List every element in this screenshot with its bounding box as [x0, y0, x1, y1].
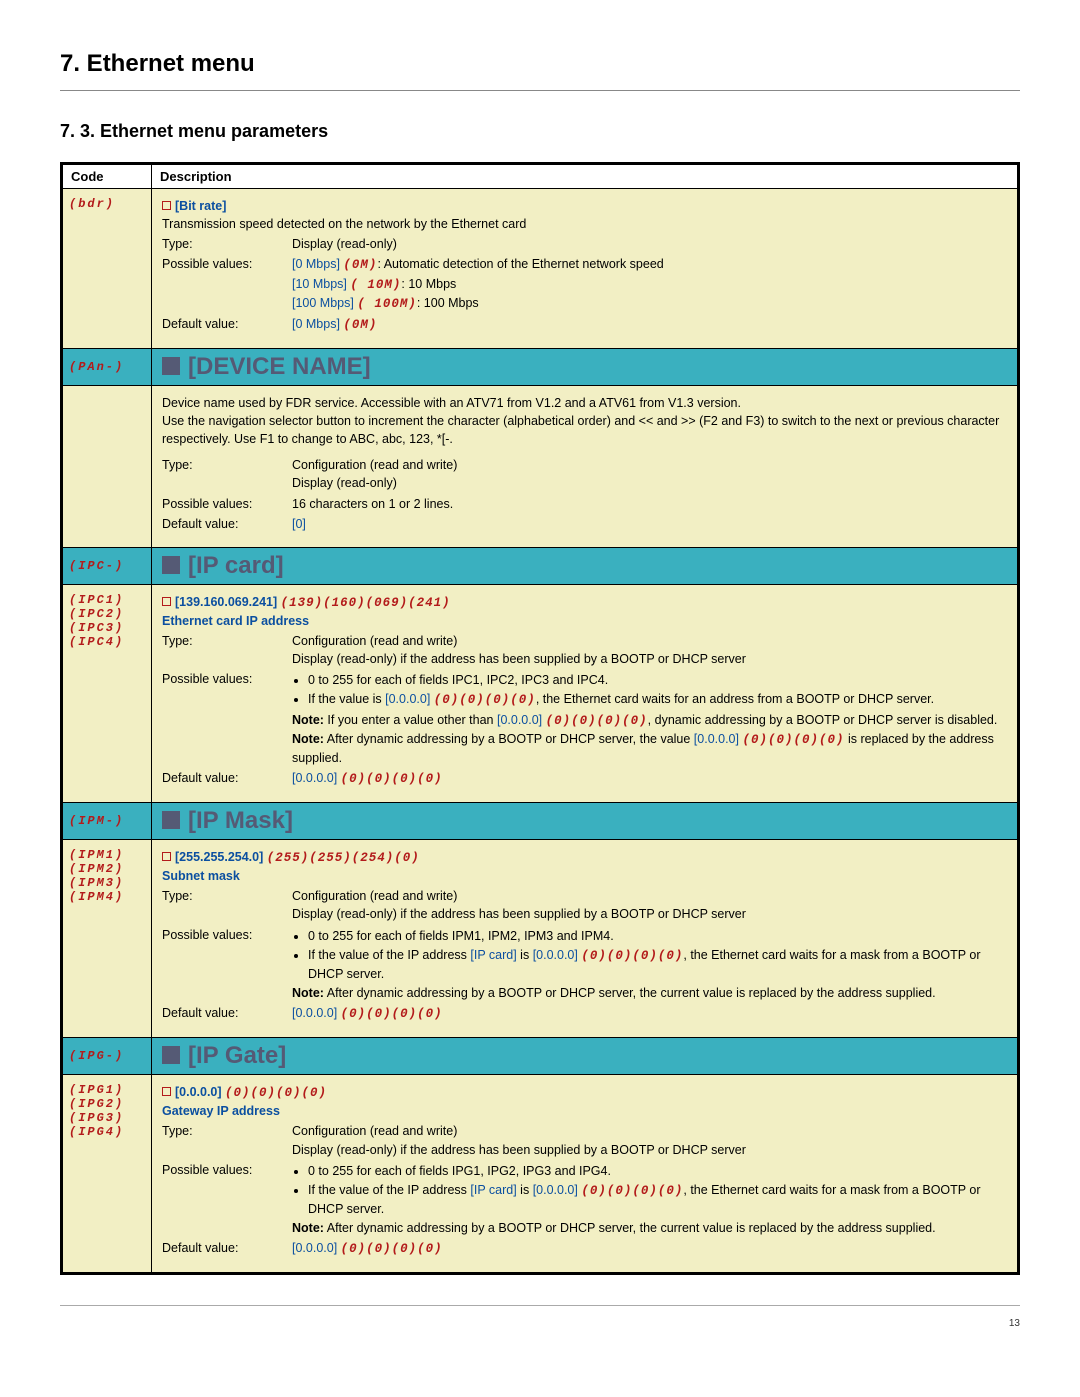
param-title: [Bit rate]	[175, 199, 226, 213]
subtitle: Ethernet card IP address	[162, 614, 309, 628]
square-icon	[162, 556, 180, 574]
page-number: 13	[60, 1318, 1020, 1329]
desc-ipc: [139.160.069.241] (139)(160)(069)(241) E…	[152, 584, 1019, 802]
page-title: 7. Ethernet menu	[60, 50, 1020, 78]
section-code-ipm: (IPM-)	[62, 803, 152, 840]
label: Possible values:	[162, 495, 292, 513]
label: Type:	[162, 235, 292, 253]
section-ip-gate: [IP Gate]	[152, 1038, 1019, 1075]
label: Type:	[162, 456, 292, 492]
section-heading: 7. 3. Ethernet menu parameters	[60, 121, 1020, 142]
value: [0.0.0.0] (0)(0)(0)(0)	[292, 1239, 1007, 1258]
square-icon	[162, 357, 180, 375]
desc-bdr: [Bit rate] Transmission speed detected o…	[152, 189, 1019, 349]
bullet-icon	[162, 597, 171, 606]
value: 0 to 255 for each of fields IPC1, IPC2, …	[292, 670, 1007, 767]
desc-ipm: [255.255.254.0] (255)(255)(254)(0) Subne…	[152, 840, 1019, 1038]
label: Type:	[162, 1122, 292, 1158]
section-code-ipg: (IPG-)	[62, 1038, 152, 1075]
th-code: Code	[62, 164, 152, 189]
square-icon	[162, 811, 180, 829]
desc-pan: Device name used by FDR service. Accessi…	[152, 385, 1019, 547]
th-description: Description	[152, 164, 1019, 189]
parameters-table: Code Description (bdr) [Bit rate] Transm…	[60, 162, 1020, 1275]
value: Configuration (read and write)Display (r…	[292, 887, 1007, 923]
label: Possible values:	[162, 926, 292, 1003]
text: Use the navigation selector button to in…	[162, 412, 1007, 448]
label: Default value:	[162, 769, 292, 788]
label: Possible values:	[162, 255, 292, 312]
label: Default value:	[162, 515, 292, 533]
divider	[60, 90, 1020, 91]
value: [0 Mbps] (0M): Automatic detection of th…	[292, 255, 1007, 312]
value: 0 to 255 for each of fields IPM1, IPM2, …	[292, 926, 1007, 1003]
section-code-pan: (PAn-)	[62, 348, 152, 385]
subtitle: Gateway IP address	[162, 1104, 280, 1118]
bullet-icon	[162, 201, 171, 210]
section-ip-mask: [IP Mask]	[152, 803, 1019, 840]
value: Configuration (read and write)Display (r…	[292, 632, 1007, 668]
value: Configuration (read and write)Display (r…	[292, 1122, 1007, 1158]
desc-ipg: [0.0.0.0] (0)(0)(0)(0) Gateway IP addres…	[152, 1075, 1019, 1274]
value: [0]	[292, 515, 1007, 533]
label: Default value:	[162, 1239, 292, 1258]
label: Default value:	[162, 315, 292, 334]
value: Display (read-only)	[292, 235, 1007, 253]
section-ip-card: [IP card]	[152, 547, 1019, 584]
bullet-icon	[162, 1087, 171, 1096]
value: 16 characters on 1 or 2 lines.	[292, 495, 1007, 513]
text: Transmission speed detected on the netwo…	[162, 215, 1007, 233]
value: [0.0.0.0] (0)(0)(0)(0)	[292, 1004, 1007, 1023]
bullet-icon	[162, 852, 171, 861]
code-blank	[62, 385, 152, 547]
label: Possible values:	[162, 670, 292, 767]
label: Type:	[162, 632, 292, 668]
value: [0.0.0.0] (0)(0)(0)(0)	[292, 769, 1007, 788]
text: Device name used by FDR service. Accessi…	[162, 394, 1007, 412]
code-ipg-fields: (IPG1) (IPG2) (IPG3) (IPG4)	[62, 1075, 152, 1274]
subtitle: Subnet mask	[162, 869, 240, 883]
label: Default value:	[162, 1004, 292, 1023]
value: 0 to 255 for each of fields IPG1, IPG2, …	[292, 1161, 1007, 1238]
code-bdr: (bdr)	[62, 189, 152, 349]
section-code-ipc: (IPC-)	[62, 547, 152, 584]
value: Configuration (read and write)Display (r…	[292, 456, 1007, 492]
label: Possible values:	[162, 1161, 292, 1238]
square-icon	[162, 1046, 180, 1064]
code-ipc-fields: (IPC1) (IPC2) (IPC3) (IPC4)	[62, 584, 152, 802]
value: [0 Mbps] (0M)	[292, 315, 1007, 334]
section-device-name: [DEVICE NAME]	[152, 348, 1019, 385]
divider-bottom	[60, 1305, 1020, 1306]
code-ipm-fields: (IPM1) (IPM2) (IPM3) (IPM4)	[62, 840, 152, 1038]
label: Type:	[162, 887, 292, 923]
